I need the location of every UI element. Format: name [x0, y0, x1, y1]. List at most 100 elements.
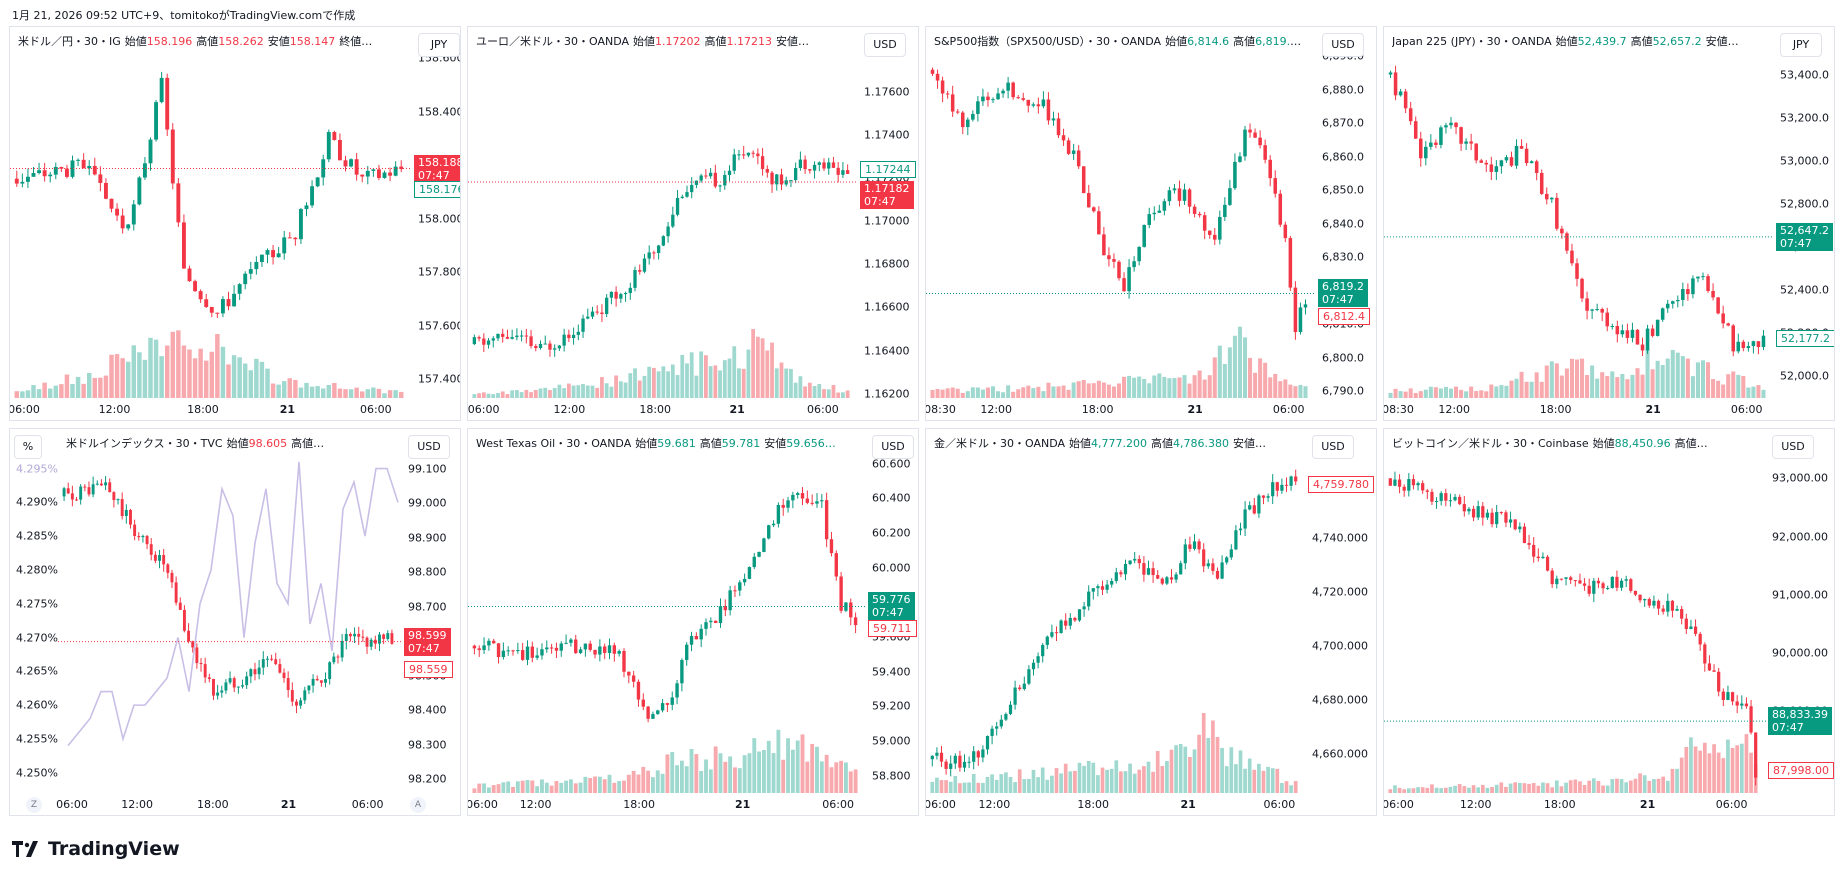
- chart-panel[interactable]: Japan 225 (JPY)・30・OANDA 始値52,439.7 高値52,6…: [1383, 26, 1835, 421]
- volume-bar: [1076, 381, 1081, 398]
- currency-button[interactable]: USD: [1312, 435, 1354, 459]
- y-axis-label: 6,830.0: [1322, 250, 1364, 264]
- volume-bar: [1670, 768, 1675, 793]
- volume-bar: [1675, 768, 1679, 793]
- symbol-name[interactable]: ビットコイン／米ドル・30・Coinbase: [1392, 437, 1589, 450]
- x-axis-label: 18:00: [1543, 798, 1576, 811]
- candle-body: [602, 646, 607, 653]
- currency-button[interactable]: USD: [408, 435, 450, 459]
- x-axis-label: 21: [734, 798, 751, 811]
- candle-body: [770, 172, 774, 185]
- symbol-name[interactable]: ユーロ／米ドル・30・OANDA: [476, 35, 630, 48]
- volume-bar: [559, 782, 564, 793]
- volume-bar: [1232, 335, 1237, 398]
- currency-button[interactable]: USD: [864, 33, 906, 57]
- candle-body: [1119, 572, 1123, 575]
- scale-mode-z-button[interactable]: Z: [26, 797, 42, 813]
- candle-body: [538, 343, 543, 349]
- candle-body: [482, 338, 486, 345]
- percent-scale-button[interactable]: %: [14, 435, 42, 459]
- candle-body: [1640, 344, 1645, 351]
- chart-panel[interactable]: S&P500指数（SPX500/USD）・30・OANDA 始値6,814.6 高値…: [925, 26, 1377, 421]
- candle-body: [1453, 496, 1457, 501]
- chart-canvas[interactable]: [1384, 27, 1835, 421]
- symbol-name[interactable]: 米ドルインデックス・30・TVC: [66, 437, 223, 450]
- currency-button[interactable]: JPY: [418, 33, 460, 57]
- volume-bar: [1017, 769, 1022, 793]
- volume-bar: [737, 768, 742, 793]
- chart-panel[interactable]: 米ドル／円・30・IG 始値158.196 高値158.262 安値158.147 終値…: [9, 26, 461, 421]
- candle-body: [791, 494, 795, 501]
- symbol-name[interactable]: Japan 225 (JPY)・30・OANDA: [1392, 35, 1552, 48]
- chart-panel[interactable]: ユーロ／米ドル・30・OANDA 始値1.17202 高値1.17213 安値… USD…: [467, 26, 919, 421]
- volume-bar: [1142, 766, 1146, 793]
- candle-body: [1686, 289, 1690, 295]
- candle-body: [1011, 82, 1015, 98]
- chart-canvas[interactable]: [468, 27, 919, 421]
- chart-panel[interactable]: ビットコイン／米ドル・30・Coinbase 始値88,450.96 高値… USD 9…: [1383, 428, 1835, 816]
- chart-canvas[interactable]: [10, 429, 461, 816]
- volume-bar: [1266, 766, 1270, 793]
- y-axis-label: 157.600: [418, 319, 461, 333]
- currency-button[interactable]: USD: [1322, 33, 1364, 57]
- chart-canvas[interactable]: [468, 429, 919, 816]
- price-label-value: 88,833.39: [1772, 708, 1828, 722]
- candle-body: [1444, 493, 1448, 501]
- symbol-name[interactable]: West Texas Oil・30・OANDA: [476, 437, 632, 450]
- volume-bar: [971, 773, 976, 793]
- volume-bar: [703, 355, 708, 398]
- price-label-time: 07:47: [872, 606, 904, 620]
- candle-body: [224, 682, 228, 691]
- candle-body: [1411, 479, 1416, 486]
- volume-bar: [1693, 746, 1698, 793]
- symbol-name[interactable]: S&P500指数（SPX500/USD）・30・OANDA: [934, 35, 1162, 48]
- chart-canvas[interactable]: [926, 429, 1377, 816]
- volume-bar: [1101, 382, 1106, 398]
- chart-panel[interactable]: West Texas Oil・30・OANDA 始値59.681 高値59.781 安…: [467, 428, 919, 816]
- candle-body: [1564, 577, 1568, 579]
- volume-bar: [1188, 756, 1192, 793]
- chart-panel[interactable]: 金／米ドル・30・OANDA 始値4,777.200 高値4,786.380 安値… U…: [925, 428, 1377, 816]
- chart-canvas[interactable]: [10, 27, 461, 421]
- y-axis-label: 98.200: [408, 772, 447, 786]
- price-label: 6,812.4: [1318, 308, 1370, 326]
- volume-bar: [382, 393, 387, 398]
- candle-body: [1476, 506, 1480, 518]
- y-axis-label: 1.17600: [864, 85, 910, 99]
- y-axis-label: 98.700: [408, 600, 447, 614]
- volume-bar: [1513, 782, 1518, 793]
- candle-body: [1036, 104, 1041, 107]
- candle-body: [1133, 558, 1137, 561]
- volume-bar: [1471, 785, 1476, 793]
- volume-bar: [1464, 391, 1469, 398]
- x-axis-label: 21: [1639, 798, 1656, 811]
- candle-body: [940, 80, 945, 94]
- candle-body: [1188, 544, 1192, 549]
- candle-body: [482, 645, 486, 651]
- candle-body: [1179, 563, 1183, 575]
- candle-body: [853, 617, 858, 626]
- volume-bar: [242, 363, 248, 398]
- currency-button[interactable]: USD: [1772, 435, 1814, 459]
- chart-canvas[interactable]: [1384, 429, 1835, 816]
- symbol-name[interactable]: 金／米ドル・30・OANDA: [934, 437, 1066, 450]
- chart-canvas[interactable]: [926, 27, 1377, 421]
- candle-body: [1731, 325, 1736, 352]
- currency-button[interactable]: JPY: [1780, 33, 1822, 57]
- auto-scale-button[interactable]: A: [410, 797, 426, 813]
- currency-button[interactable]: USD: [872, 435, 914, 459]
- candle-body: [491, 338, 495, 341]
- price-label-value: 6,812.4: [1323, 310, 1365, 324]
- chart-panel[interactable]: 米ドルインデックス・30・TVC 始値98.605 高値… USD% 99.100 99.…: [9, 428, 461, 816]
- candle-body: [839, 576, 843, 611]
- candle-body: [496, 333, 500, 339]
- volume-bar: [1739, 743, 1744, 793]
- volume-bar: [593, 776, 597, 793]
- candle-body: [1142, 563, 1146, 575]
- candle-body: [1253, 132, 1257, 138]
- volume-bar: [660, 773, 665, 793]
- volume-bar: [1270, 768, 1275, 793]
- volume-bar: [1054, 768, 1059, 793]
- symbol-name[interactable]: 米ドル／円・30・IG: [18, 35, 121, 48]
- candle-body: [1393, 72, 1398, 96]
